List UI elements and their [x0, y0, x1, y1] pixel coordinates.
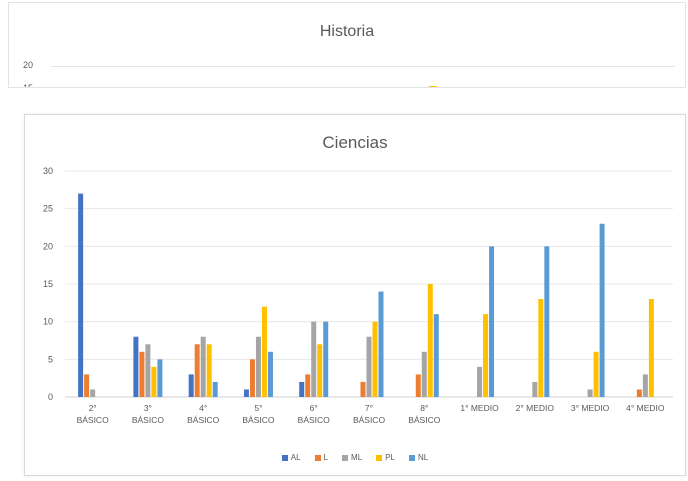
historia-y-tick-20: 20: [23, 60, 34, 70]
chart-legend: AL L ML PL NL: [25, 453, 685, 462]
y-tick-label: 15: [43, 279, 53, 289]
bar-al-1: [133, 336, 139, 397]
legend-item-nl: NL: [408, 453, 429, 462]
bar-l-3: [249, 359, 255, 397]
y-tick-label: 0: [48, 392, 53, 402]
bar-nl-5: [378, 291, 384, 397]
bar-al-0: [78, 193, 84, 397]
bar-nl-7: [489, 246, 495, 397]
legend-swatch: [408, 454, 415, 461]
bar-ml-5: [366, 336, 372, 397]
bar-l-4: [305, 374, 311, 397]
bar-ml-2: [200, 336, 206, 397]
legend-label: NL: [417, 453, 429, 462]
y-tick-label: 25: [43, 204, 53, 214]
legend-swatch: [314, 454, 321, 461]
x-tick-label: 2° MEDIO: [516, 403, 555, 413]
bar-pl-5: [372, 321, 378, 397]
x-tick-label: 7°: [365, 403, 373, 413]
bar-nl-1: [157, 359, 163, 397]
bar-ml-7: [477, 366, 483, 397]
bar-nl-8: [544, 246, 550, 397]
x-tick-label: BÁSICO: [132, 415, 165, 425]
bar-pl-4: [317, 344, 323, 397]
bar-al-4: [299, 381, 305, 397]
bar-pl-3: [261, 306, 267, 397]
ciencias-chart-title: Ciencias: [322, 133, 388, 152]
x-tick-label: 3°: [144, 403, 152, 413]
ciencias-chart-card: Ciencias 0 5 10 15 20 25 30 2° BÁSICO 3° BÁSICO 4° B…: [24, 114, 686, 476]
x-tick-label: BÁSICO: [187, 415, 220, 425]
x-tick-label: BÁSICO: [408, 415, 441, 425]
bar-pl-2: [206, 344, 212, 397]
historia-bar-peek: [429, 86, 437, 87]
x-tick-label: 4° MEDIO: [626, 403, 665, 413]
bar-ml-4: [311, 321, 317, 397]
x-tick-label: BÁSICO: [242, 415, 275, 425]
historia-chart-card: Historia 20 15: [8, 2, 686, 88]
bar-pl-6: [427, 284, 433, 397]
x-tick-label: BÁSICO: [298, 415, 331, 425]
bar-al-2: [188, 374, 194, 397]
bar-l-5: [360, 381, 366, 397]
bar-nl-3: [267, 351, 273, 397]
x-tick-label: 3° MEDIO: [571, 403, 610, 413]
legend-item-ml: ML: [342, 453, 362, 462]
legend-item-pl: PL: [376, 453, 395, 462]
historia-gridline: [51, 66, 675, 67]
x-tick-label: 8°: [420, 403, 428, 413]
bar-l-6: [415, 374, 421, 397]
bar-pl-7: [483, 314, 489, 397]
bar-pl-1: [151, 366, 157, 397]
bar-ml-8: [532, 381, 538, 397]
x-tick-label: 6°: [310, 403, 318, 413]
x-tick-label: 5°: [254, 403, 262, 413]
legend-item-al: AL: [281, 453, 301, 462]
bar-ml-0: [90, 389, 96, 397]
bar-l-1: [139, 351, 145, 397]
bar-ml-6: [421, 351, 427, 397]
bar-l-2: [194, 344, 200, 397]
legend-label: PL: [385, 453, 395, 462]
bar-pl-10: [648, 299, 654, 397]
bar-l-10: [636, 389, 642, 397]
bar-nl-9: [599, 223, 605, 397]
y-tick-label: 20: [43, 241, 53, 251]
x-tick-label: 2°: [89, 403, 97, 413]
legend-swatch: [342, 454, 349, 461]
y-tick-label: 10: [43, 317, 53, 327]
bar-pl-8: [538, 299, 544, 397]
legend-item-l: L: [314, 453, 329, 462]
legend-label: L: [323, 453, 329, 462]
bar-ml-1: [145, 344, 151, 397]
legend-swatch: [376, 454, 383, 461]
legend-label: ML: [351, 453, 363, 462]
x-tick-label: BÁSICO: [353, 415, 386, 425]
bar-ml-10: [642, 374, 648, 397]
legend-label: AL: [290, 453, 301, 462]
bar-nl-4: [323, 321, 329, 397]
historia-y-tick-15: 15: [23, 83, 34, 88]
bar-l-0: [84, 374, 90, 397]
legend-swatch: [281, 454, 288, 461]
ciencias-plot-area: 0 5 10 15 20 25 30 2° BÁSICO 3° BÁSICO 4° BÁSICO 5° BÁ…: [43, 166, 673, 425]
x-tick-label: 4°: [199, 403, 207, 413]
historia-chart-title: Historia: [319, 23, 375, 40]
bar-pl-9: [593, 351, 599, 397]
bar-ml-9: [587, 389, 593, 397]
bar-nl-6: [433, 314, 439, 397]
x-tick-label: 1° MEDIO: [460, 403, 499, 413]
x-tick-label: BÁSICO: [77, 415, 110, 425]
bar-nl-2: [212, 381, 218, 397]
bar-ml-3: [255, 336, 261, 397]
y-tick-label: 30: [43, 166, 53, 176]
bar-al-3: [243, 389, 249, 397]
y-tick-label: 5: [48, 354, 53, 364]
